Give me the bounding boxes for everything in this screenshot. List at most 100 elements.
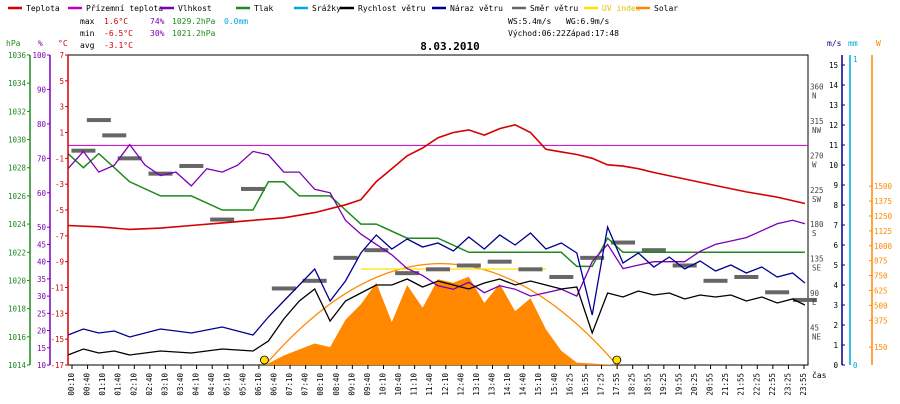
wind-direction-mark [302,278,327,283]
sun-marker [612,355,622,365]
x-tick-label: 15:40 [550,373,559,396]
wind-direction-mark [765,290,790,295]
unit-hpa: hPa [6,39,21,48]
wind-direction-mark [102,133,127,138]
wind-direction-mark [426,267,450,272]
sun-markers [260,355,622,365]
x-tick-label: 00:40 [83,373,92,396]
x-tick-label: 10:10 [378,373,387,396]
pct-axis-tick-label: 90 [37,85,47,94]
legend-label: Teplota [26,4,60,13]
pct-axis-tick-label: 20 [37,327,47,336]
pct-axis-tick-label: 80 [37,120,47,129]
x-tick-label: 07:40 [301,373,310,396]
hpa-axis-tick-label: 1028 [8,164,27,173]
wind-direction-mark [148,171,173,176]
wind-direction-mark [641,248,666,253]
hpa-axis-tick-label: 1014 [8,361,27,370]
ms-axis-tick-label: 9 [833,181,838,190]
ms-axis-tick-label: 6 [833,241,838,250]
wind-direction-mark [549,274,574,279]
pct-axis-tick-label: 70 [37,154,47,163]
x-tick-label: 19:55 [674,373,683,396]
stat-min-label: min [80,29,95,38]
x-tick-label: 05:40 [238,373,247,396]
w-axis-tick-label: 375 [874,316,888,325]
x-tick-label: 14:10 [503,373,512,396]
degc-axis-tick-label: 5 [59,77,64,86]
w-axis-tick-label: 750 [874,272,888,281]
stat-min-press: 1021.2hPa [172,29,216,38]
ms-axis-tick-label: 13 [829,101,838,110]
x-tick-label: 21:55 [737,373,746,396]
x-tick-label: 13:10 [472,373,481,396]
x-tick-label: 04:10 [192,373,201,396]
legend-label: Rychlost větru [358,4,426,13]
x-tick-label: 11:10 [410,373,419,396]
pct-axis-tick-label: 25 [37,309,46,318]
wind-direction-mark [333,255,358,260]
x-tick-label: 07:10 [285,373,294,396]
w-axis-tick-label: 1500 [874,182,893,191]
unit-headers: hPa % °C m/s mm W čas [6,39,881,380]
legend-label: Náraz větru [450,4,503,13]
degc-axis-tick-label: -15 [50,335,64,344]
wind-direction-mark [456,263,481,268]
degc-axis-tick-label: -3 [55,180,64,189]
hpa-axis-tick-label: 1026 [8,192,27,201]
wind-direction-mark [703,278,728,283]
wind-direction-mark [241,186,265,191]
w-axis-tick-label: 500 [874,301,888,310]
dir-tick-label: N [812,91,817,100]
pressure-line [67,152,805,268]
wind-speed-line [67,278,806,356]
wind-direction-mark [271,286,296,291]
stat-min-hum: 30% [150,29,165,38]
gust-line [67,224,806,338]
dir-tick-label: SW [812,195,822,204]
degc-axis-tick-label: -1 [55,154,64,163]
stat-wind-speed: WS:5.4m/s [508,17,552,26]
unit-w: W [876,39,881,48]
wind-direction-mark [86,118,111,123]
unit-time: čas [812,370,827,380]
wind-direction-mark [364,248,389,253]
x-tick-label: 03:40 [176,373,185,396]
x-tick-label: 00:10 [67,373,76,396]
wind-direction-mark [734,274,759,279]
degc-axis-tick-label: 7 [59,51,64,60]
stat-max-hum: 74% [150,17,165,26]
stat-max-rain: 0.0mm [224,17,248,26]
x-tick-label: 12:40 [456,373,465,396]
ms-axis-tick-label: 2 [833,321,838,330]
ms-axis-tick-label: 4 [833,281,838,290]
pct-axis-tick-label: 30 [37,292,47,301]
ms-axis-tick-label: 5 [833,261,838,270]
stat-max-press: 1029.2hPa [172,17,216,26]
x-tick-label: 09:10 [347,373,356,396]
stat-sunset: Západ:17:48 [566,29,619,38]
wind-direction-layer [71,118,817,302]
hpa-axis-tick-label: 1036 [8,51,27,60]
degc-axis-tick-label: -11 [50,284,64,293]
stats-block: max 1.6°C 74% 1029.2hPa 0.0mm min -6.5°C… [80,17,619,50]
wind-direction-mark [117,156,142,161]
pct-axis-tick-label: 15 [37,344,46,353]
x-tick-label: 06:10 [254,373,263,396]
hpa-axis-tick-label: 1034 [8,79,27,88]
ms-axis-tick-label: 3 [833,301,838,310]
legend-label: Směr větru [530,4,578,13]
stat-avg-label: avg [80,41,95,50]
chart-date-title: 8.03.2010 [420,40,480,53]
series-layer [67,123,806,356]
ms-axis-tick-label: 14 [829,81,839,90]
w-axis-tick-label: 1375 [874,197,892,206]
x-tick-label: 23:25 [783,373,792,396]
unit-pct: % [38,39,43,48]
dir-tick-label: 360 [810,82,824,91]
dir-tick-label: 225 [810,186,824,195]
x-tick-label: 19:25 [659,373,668,396]
x-tick-label: 04:40 [207,373,216,396]
hpa-axis-tick-label: 1020 [8,276,27,285]
